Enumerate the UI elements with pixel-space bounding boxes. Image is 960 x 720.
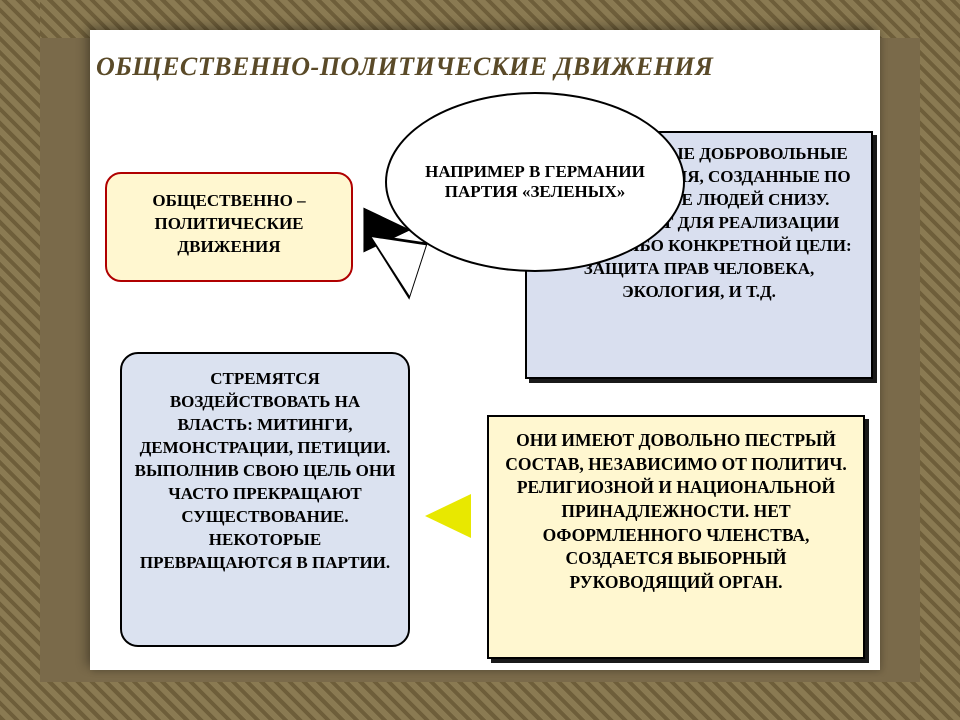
arrow-left-icon bbox=[425, 494, 471, 538]
decorative-border-right bbox=[920, 0, 960, 720]
speech-bubble-text: НАПРИМЕР В ГЕРМАНИИ ПАРТИЯ «ЗЕЛЕНЫХ» bbox=[385, 92, 685, 272]
concept-box: ОБЩЕСТВЕННО – ПОЛИТИЧЕСКИЕ ДВИЖЕНИЯ bbox=[105, 172, 353, 282]
decorative-border-bottom bbox=[0, 682, 960, 720]
composition-box: ОНИ ИМЕЮТ ДОВОЛЬНО ПЕСТРЫЙ СОСТАВ, НЕЗАВ… bbox=[487, 415, 865, 659]
speech-bubble: НАПРИМЕР В ГЕРМАНИИ ПАРТИЯ «ЗЕЛЕНЫХ» bbox=[385, 92, 705, 322]
influence-box: СТРЕМЯТСЯ ВОЗДЕЙСТВОВАТЬ НА ВЛАСТЬ: МИТИ… bbox=[120, 352, 410, 647]
decorative-border-left bbox=[0, 0, 40, 720]
slide-title: ОБЩЕСТВЕННО-ПОЛИТИЧЕСКИЕ ДВИЖЕНИЯ bbox=[96, 52, 876, 82]
